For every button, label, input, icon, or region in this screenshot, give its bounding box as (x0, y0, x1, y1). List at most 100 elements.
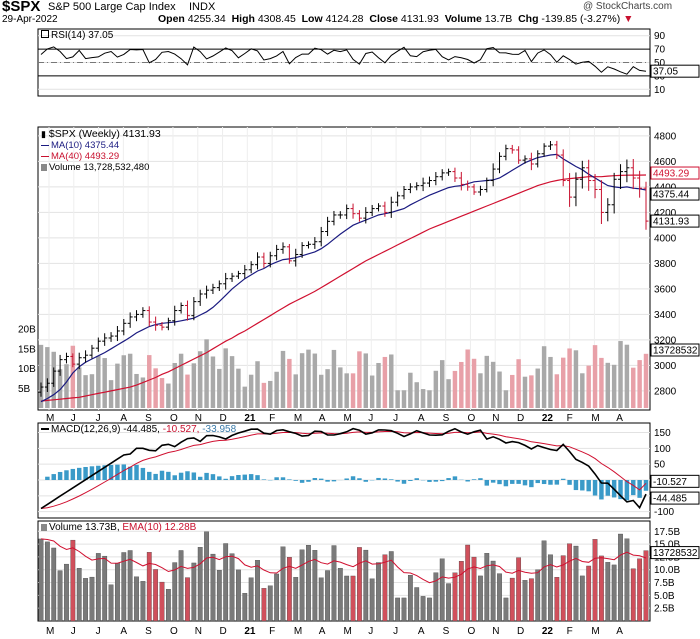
x-label-top-4: S (145, 413, 152, 424)
x-label-bottom-16: S (443, 626, 450, 637)
macd-hist-bar-49 (350, 476, 356, 480)
volume-bar-10 (102, 555, 108, 622)
price-volume-bar-91 (618, 341, 623, 408)
volume-bar-60 (420, 596, 426, 622)
volume-axis-tick-0: 17.5B (654, 527, 680, 538)
x-label-top-15: A (418, 413, 425, 424)
price-volume-bar-75 (516, 359, 521, 408)
macd-hist-bar-63 (439, 480, 445, 482)
macd-hist-bar-58 (408, 480, 413, 481)
price-volume-bar-15 (134, 373, 139, 408)
price-volume-bar-95 (643, 353, 649, 408)
macd-hist-bar-68 (471, 479, 477, 480)
macd-hist-bar-82 (560, 478, 566, 480)
macd-hist-bar-15 (134, 464, 139, 480)
macd-hist-bar-85 (580, 480, 585, 491)
price-panel-volume-bars (38, 339, 649, 408)
macd-axis-tick-5: -100 (654, 507, 674, 518)
price-volume-bar-29 (223, 348, 228, 408)
rsi-axis-tick-1: 70 (654, 45, 666, 56)
macd-hist-bar-62 (433, 480, 439, 482)
price-volume-axis-tick-0: 20B (18, 325, 36, 336)
volume-bar-32 (242, 593, 248, 622)
volume-bar-62 (433, 572, 439, 622)
price-volume-bar-34 (255, 361, 260, 408)
volume-bar-40 (293, 577, 299, 622)
price-volume-bar-17 (147, 355, 152, 408)
ma40-legend-text: MA(40) 4493.29 (51, 151, 120, 162)
macd-hist-bar-88 (599, 480, 604, 500)
volume-bar-25 (197, 547, 203, 622)
volume-bar-3 (57, 570, 63, 622)
price-volume-bar-38 (280, 350, 286, 408)
macd-hist-bar-78 (535, 480, 540, 484)
price-volume-bar-16 (140, 377, 146, 408)
price-volume-bar-39 (287, 358, 292, 408)
moving-averages (40, 153, 647, 403)
volume-bar-46 (331, 545, 337, 622)
macd-hist-bar-37 (274, 477, 279, 480)
rsi-series (40, 46, 647, 75)
tag-price-volume: 13728532 (653, 346, 698, 357)
rsi-axis-tick-2: 50 (654, 58, 666, 69)
rsi-axis-tick-4: 10 (654, 85, 666, 96)
volume-bar-42 (306, 545, 311, 622)
price-volume-bar-69 (478, 373, 483, 408)
volume-bar-15 (134, 576, 139, 622)
x-label-bottom-15: A (418, 626, 425, 637)
price-volume-bar-80 (548, 356, 553, 408)
macd-hist-bar-42 (306, 480, 311, 482)
volume-bar-65 (452, 572, 458, 622)
price-volume-bar-59 (414, 382, 419, 408)
x-label-top-16: S (443, 413, 450, 424)
x-label-bottom-3: A (120, 626, 127, 637)
volume-bar-68 (471, 556, 477, 622)
macd-hist-bar-54 (382, 478, 388, 480)
x-label-bottom-13: J (368, 626, 373, 637)
rsi-legend: RSI(14) 37.05 (41, 30, 113, 41)
tag-macd-box (650, 491, 700, 505)
x-label-bottom-22: M (591, 626, 599, 637)
price-volume-bar-73 (503, 390, 509, 408)
symbol-label: $SPX (2, 0, 41, 15)
close-label: Close (369, 13, 398, 25)
volume-axis-tick-3: 10.0B (654, 565, 680, 576)
close-value: 4131.93 (400, 13, 439, 25)
ma40-legend-swatch (41, 155, 49, 157)
tag-price-volume-box (650, 343, 700, 357)
ma10-legend-swatch (41, 144, 49, 146)
volume-bar-77 (528, 578, 534, 622)
price-volume-bar-47 (338, 367, 343, 408)
price-volume-bar-0 (38, 344, 44, 408)
macd-hist-bar-7 (83, 466, 88, 480)
x-label-bottom-11: A (319, 626, 326, 637)
x-label-bottom-17: O (467, 626, 475, 637)
macd-hist-bar-27 (210, 474, 216, 480)
volume-bar-91 (618, 533, 623, 622)
price-volume-bar-25 (197, 351, 203, 408)
macd-hist-bar-1 (45, 476, 50, 480)
ma40-legend: MA(40) 4493.29 (41, 151, 119, 162)
price-axis-tick-5: 3800 (654, 259, 677, 270)
volume-bar-90 (611, 564, 617, 622)
volume-value: 13.7B (484, 13, 513, 25)
macd-hist-bar-3 (57, 471, 63, 480)
price-volume-bar-6 (76, 367, 82, 408)
volume-bar-89 (605, 562, 611, 622)
high-value: 4308.45 (257, 13, 296, 25)
tag-ma10-box (650, 187, 700, 201)
macd-hist-bar-55 (389, 479, 394, 480)
x-label-top-8: 21 (244, 413, 256, 424)
price-volume-bar-26 (204, 339, 209, 408)
tag-macd-signal: -10.527 (653, 477, 687, 488)
chg-label: Chg (518, 13, 539, 25)
macd-hist-bar-29 (223, 478, 228, 480)
exchange-label: INDX (189, 1, 216, 13)
price-volume-bar-11 (108, 380, 114, 408)
x-label-bottom-20: 22 (542, 626, 554, 637)
macd-hist-bar-65 (452, 476, 458, 480)
volume-bar-41 (299, 549, 305, 622)
volume-bar-16 (140, 581, 146, 622)
price-panel-frame (37, 126, 651, 411)
x-label-bottom-8: 21 (244, 626, 256, 637)
